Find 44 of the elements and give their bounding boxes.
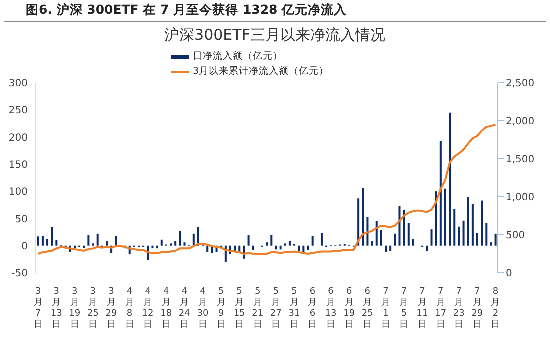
legend-label: 3月以来累计净流入额（亿元） [192, 65, 330, 79]
x-tick-label: 4月24日 [178, 287, 191, 330]
x-tick-label: 3月7日 [34, 287, 43, 330]
chart-subtitle: 沪深300ETF三月以来净流入情况 [164, 26, 386, 45]
legend-label: 日净流入额（亿元） [192, 50, 283, 64]
x-tick-label: 7月5日 [400, 287, 409, 330]
x-tick-label: 7月1日 [381, 287, 390, 330]
x-tick-label: 7月29日 [472, 287, 484, 330]
x-tick-label: 6月19日 [344, 287, 356, 330]
x-tick-label: 4月8日 [125, 287, 134, 330]
x-tick-label: 5月15日 [234, 287, 246, 330]
x-tick-label: 6月13日 [325, 287, 337, 330]
y2-tick-label: 500 [506, 230, 526, 242]
y-tick-label: 150 [8, 160, 28, 171]
y-tick-label: 0 [22, 241, 28, 252]
y2-tick-label: 1,500 [506, 154, 535, 166]
x-tick-label: 5月21日 [252, 287, 264, 330]
chart-title: 图6. 沪深 300ETF 在 7 月至今获得 1328 亿元净流入 [4, 0, 546, 22]
y2-tick-label: 2,000 [506, 116, 535, 128]
x-tick-label: 7月11日 [416, 287, 428, 330]
x-tick-label: 6月25日 [362, 287, 374, 330]
x-tick-label: 3月19日 [69, 287, 81, 330]
x-tick-label: 7月17日 [435, 287, 447, 330]
x-tick-label: 6月6日 [308, 287, 318, 330]
x-tick-label: 7月23日 [453, 287, 465, 330]
x-tick-label: 3月13日 [50, 287, 62, 330]
y-tick-label: 300 [8, 78, 28, 90]
x-tick-label: 8月2日 [491, 287, 500, 330]
y-tick-label: 100 [8, 187, 28, 198]
x-tick-label: 4月12日 [142, 287, 154, 330]
y-tick-label: 200 [8, 132, 28, 144]
x-tick-label: 5月31日 [288, 287, 300, 330]
x-tick-label: 3月29日 [106, 287, 118, 330]
x-tick-label: 4月18日 [160, 287, 172, 330]
y-tick-label: 50 [15, 214, 28, 226]
x-tick-label: 4月30日 [197, 287, 209, 330]
y-tick-label: -50 [12, 268, 28, 280]
y2-tick-label: 2,500 [506, 78, 535, 90]
y2-tick-label: 1,000 [506, 192, 535, 204]
x-tick-label: 5月27日 [270, 287, 282, 330]
x-tick-label: 3月25日 [87, 287, 99, 330]
y2-tick-label: 0 [506, 268, 512, 280]
x-tick-label: 5月9日 [216, 287, 226, 330]
y-tick-label: 250 [8, 106, 28, 117]
